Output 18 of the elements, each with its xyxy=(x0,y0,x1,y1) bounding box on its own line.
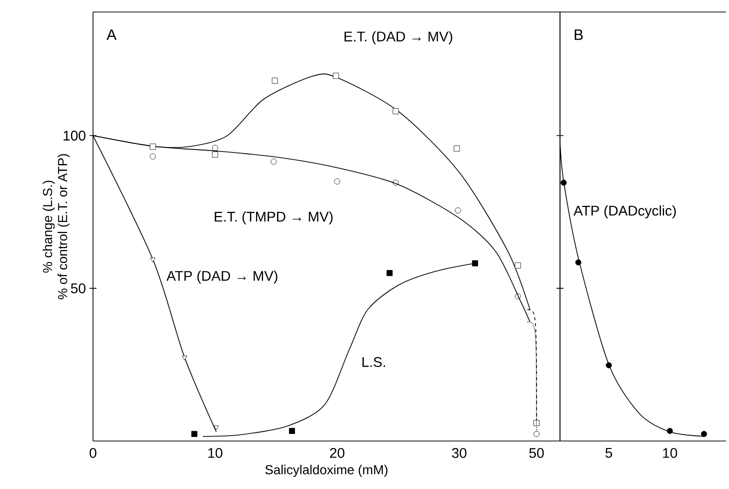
x-tick-label: 0 xyxy=(90,448,96,458)
x-axis-title: Salicylaldoxime (mM) xyxy=(265,464,388,477)
x-tick-label: 10 xyxy=(208,448,222,458)
annotation: E.T. (DAD → MV) xyxy=(344,31,452,44)
x-tick-label: 20 xyxy=(330,448,344,458)
text: % of control (E.T. or ATP) xyxy=(58,154,70,300)
annotation: E.T. (TMPD → MV) xyxy=(214,211,333,224)
y-tick-label: 100 xyxy=(64,130,86,141)
annotation: L.S. xyxy=(362,357,385,368)
x-tick-label: 5 xyxy=(605,448,612,458)
annotation: ATP (DAD → MV) xyxy=(166,270,278,284)
annotation: ATP (DADcyclic) xyxy=(574,205,676,218)
x-tick-label: 10 xyxy=(663,448,678,458)
x-tick-label: 50 xyxy=(529,448,544,458)
x-tick-label: 30 xyxy=(452,448,466,458)
annotation: B xyxy=(574,30,583,40)
annotation: A xyxy=(106,30,117,40)
y-axis-title: % change (L.S.) xyxy=(42,180,55,273)
